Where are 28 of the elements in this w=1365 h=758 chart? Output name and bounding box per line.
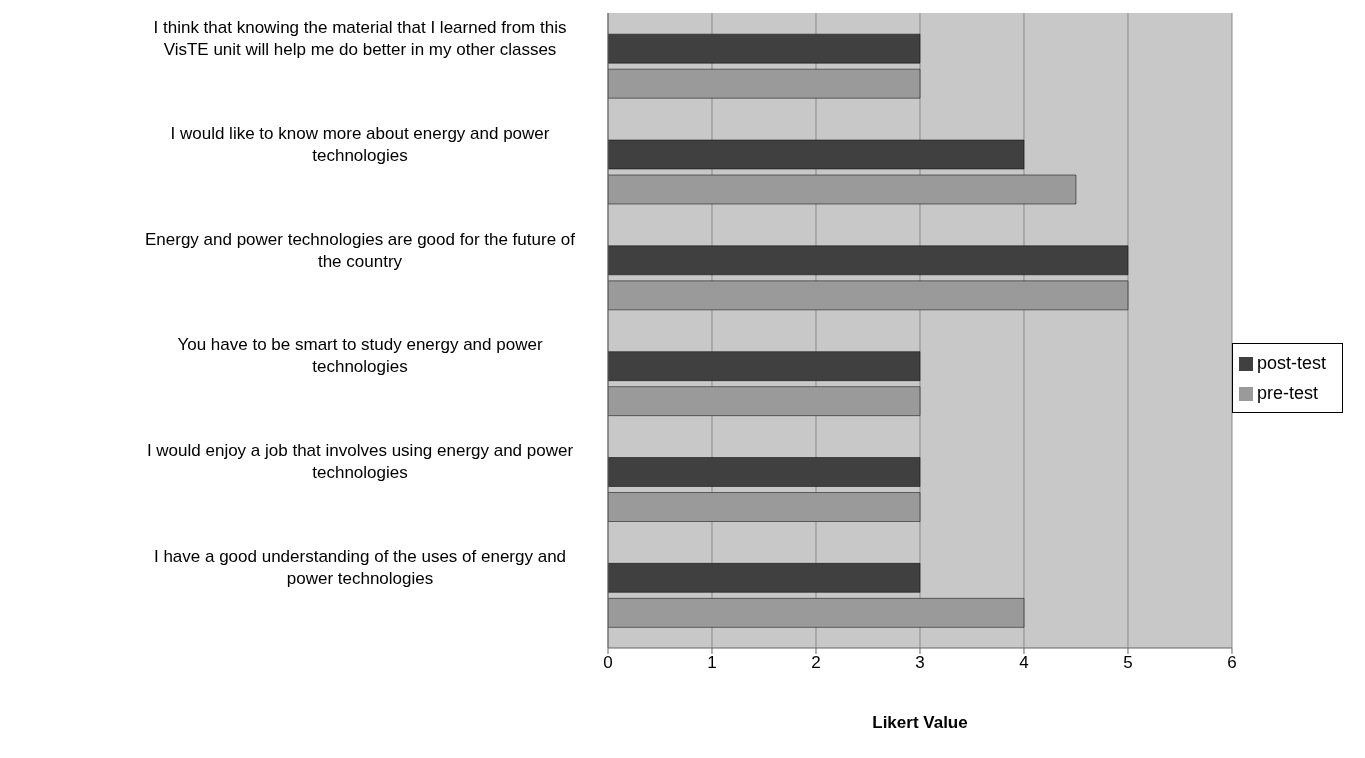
y-tick-label: I would enjoy a job that involves using energy and power technologies [146, 441, 574, 483]
y-tick-label: You have to be smart to study energy and power technologies [177, 335, 543, 377]
y-tick-label: I have a good understanding of the uses of energy and power technologies [153, 547, 567, 589]
bar [608, 245, 1129, 276]
x-tick-label: 2 [811, 653, 821, 673]
bar [608, 457, 921, 487]
x-axis-title: Likert Value [872, 713, 968, 732]
bar [608, 598, 1025, 628]
x-tick-label: 4 [1019, 653, 1029, 673]
bar [608, 68, 921, 99]
x-tick-label: 0 [603, 653, 613, 673]
y-tick-label: I think that knowing the material that I learned from this VisTE unit will help me do better in my other classes [153, 17, 567, 59]
bar [608, 563, 921, 593]
x-tick-label: 3 [915, 653, 925, 673]
x-tick-label: 5 [1123, 653, 1133, 673]
bar [608, 139, 1025, 170]
legend-label: post-test [1256, 353, 1326, 373]
y-tick-label: I would like to know more about energy and power technologies [170, 123, 550, 165]
bar [608, 351, 921, 381]
legend-label: pre-test [1256, 383, 1318, 403]
bar [608, 280, 1129, 311]
bar [608, 492, 921, 522]
y-tick-label: Energy and power technologies are good for the future of the country [144, 229, 576, 271]
bar [608, 386, 921, 416]
x-tick-label: 6 [1227, 653, 1237, 673]
x-tick-label: 1 [707, 653, 717, 673]
bar [608, 174, 1077, 205]
bar [608, 33, 921, 64]
